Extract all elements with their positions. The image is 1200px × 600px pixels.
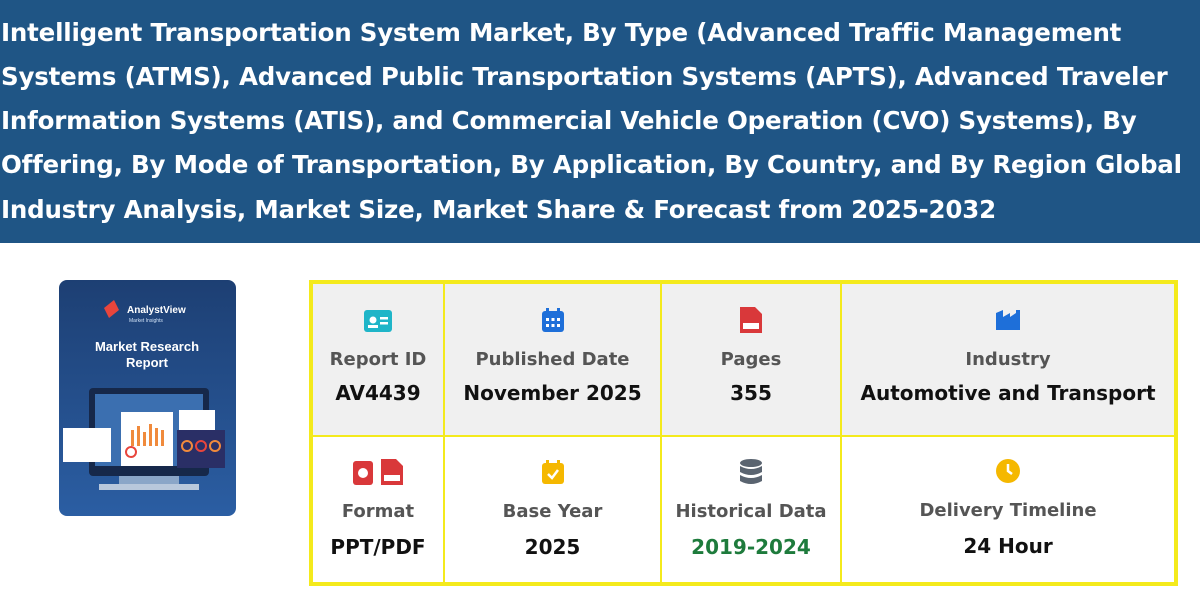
info-cell: Industry Automotive and Transport bbox=[841, 283, 1175, 436]
cell-label: Delivery Timeline bbox=[919, 500, 1097, 521]
header: Intelligent Transportation System Market… bbox=[0, 0, 1200, 243]
info-cell: Delivery Timeline 24 Hour bbox=[841, 436, 1175, 583]
report-cover: AnalystView Market Insights Market Resea… bbox=[59, 280, 236, 516]
cell-value: Automotive and Transport bbox=[860, 381, 1156, 405]
format-icon bbox=[353, 459, 403, 485]
database-icon bbox=[740, 459, 762, 484]
title-line: Information Systems (ATIS), and Commerci… bbox=[1, 106, 1137, 135]
title-line: Offering, By Mode of Transportation, By … bbox=[1, 150, 1182, 179]
cell-label: Pages bbox=[720, 349, 782, 370]
info-cell: Published Date November 2025 bbox=[444, 283, 661, 436]
cell-label: Report ID bbox=[329, 349, 427, 370]
calendar-icon bbox=[541, 308, 564, 332]
title-line: Systems (ATMS), Advanced Public Transpor… bbox=[1, 62, 1168, 91]
cell-value: 24 Hour bbox=[963, 534, 1053, 558]
info-cell: Base Year 2025 bbox=[444, 436, 661, 583]
cell-label: Format bbox=[341, 501, 415, 522]
title-line: Intelligent Transportation System Market… bbox=[1, 18, 1122, 47]
info-cell: Format PPT/PDF bbox=[312, 436, 444, 583]
cover-tagline: Market Insights bbox=[129, 318, 163, 324]
title-line: Industry Analysis, Market Size, Market S… bbox=[1, 195, 996, 224]
cell-value: 2019-2024 bbox=[691, 535, 811, 559]
info-cell: Historical Data 2019-2024 bbox=[661, 436, 841, 583]
pdf-icon bbox=[740, 307, 762, 333]
cell-value: November 2025 bbox=[463, 381, 642, 405]
id-icon bbox=[364, 310, 392, 332]
info-table: Report ID AV4439 Published Date November… bbox=[309, 280, 1178, 586]
info-cell: Pages 355 bbox=[661, 283, 841, 436]
cell-value: AV4439 bbox=[335, 381, 421, 405]
industry-icon bbox=[996, 310, 1020, 330]
cell-label: Industry bbox=[965, 349, 1051, 370]
clock-icon bbox=[996, 459, 1020, 483]
info-cell: Report ID AV4439 bbox=[312, 283, 444, 436]
cover-brand: AnalystView bbox=[127, 305, 186, 316]
cover-heading: Report bbox=[126, 355, 169, 370]
cell-value: PPT/PDF bbox=[330, 535, 426, 559]
cell-value: 355 bbox=[730, 381, 772, 405]
cell-label: Published Date bbox=[475, 349, 630, 370]
calendar-check-icon bbox=[541, 460, 564, 484]
cell-label: Base Year bbox=[502, 501, 603, 522]
cell-label: Historical Data bbox=[675, 501, 827, 522]
cover-heading: Market Research bbox=[95, 339, 199, 354]
cell-value: 2025 bbox=[524, 535, 581, 559]
